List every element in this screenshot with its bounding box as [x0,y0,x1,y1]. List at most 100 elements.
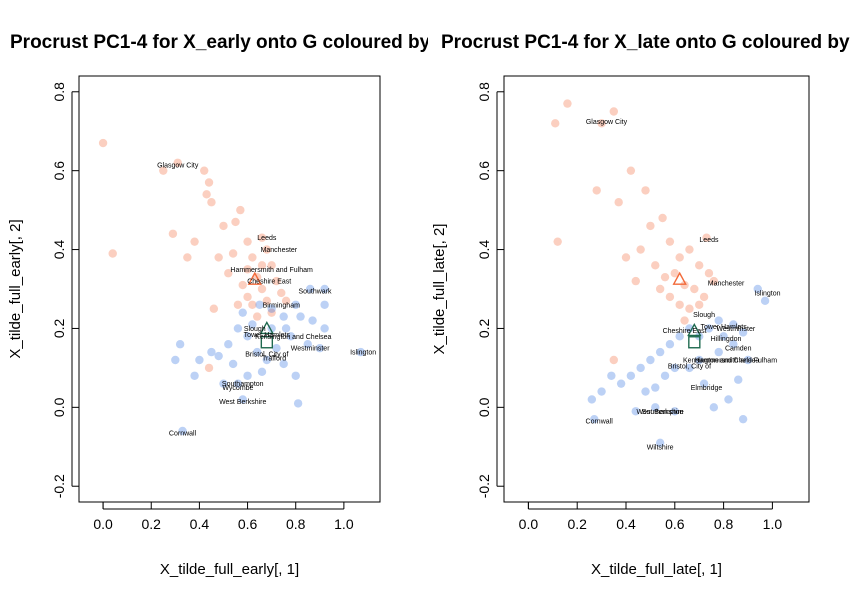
data-point [257,233,267,242]
data-point [702,233,711,242]
data-point [200,166,209,175]
data-point [729,340,738,349]
data-point [202,190,211,199]
data-point [699,292,709,302]
data-point [695,261,704,270]
data-point [224,340,233,349]
data-point [238,395,247,404]
point-label: Slough [693,312,715,319]
data-point [743,355,753,365]
data-point [178,426,187,436]
data-point [685,363,694,373]
data-point [738,414,748,424]
y-tick-label: 0.2 [51,319,67,339]
data-point [680,280,689,290]
data-point [631,276,640,286]
data-point [729,320,738,329]
data-point [243,237,252,246]
point-label: Cheshire East [663,328,707,335]
data-point [646,355,655,365]
data-point [614,198,623,207]
point-label: Hammersmith and Fulham [230,267,313,274]
data-point [204,178,214,187]
data-point [563,99,572,108]
point-label: Hillingdon [711,336,742,343]
data-point [597,387,606,396]
data-point [238,308,247,317]
data-point [303,340,312,349]
data-point [753,284,762,294]
data-point [228,249,238,258]
point-label: Manchester [261,247,298,254]
data-point [675,300,684,309]
data-point [175,340,185,349]
point-label: Manchester [708,281,745,288]
y-tick-label: -0.2 [51,474,67,498]
data-point [320,324,329,333]
point-label: Kensington and Chelsea [255,334,331,341]
points-layer [551,99,770,448]
point-label: Birmingham [263,302,301,309]
x-tick-label: 0.2 [567,516,587,532]
data-point [277,288,286,298]
y-tick-label: 0.8 [476,82,492,102]
data-point [592,186,601,195]
data-point [685,304,694,313]
y-tick-label: 0.4 [476,240,492,260]
data-point [281,324,291,333]
data-point [248,320,257,329]
right-scatter-panel: Procrust PC1-4 for X_late onto G coloure… [431,32,850,578]
x-tick-label: 0.4 [190,516,210,532]
data-point [207,198,216,207]
data-point [168,229,178,238]
y-axis-label: X_tilde_full_early[, 2] [7,219,24,358]
data-point [690,284,699,294]
data-point [243,371,252,380]
data-point [214,253,223,262]
x-tick-label: 0.0 [93,516,113,532]
data-point [243,332,252,341]
x-tick-label: 0.0 [519,516,539,532]
data-point [641,387,650,396]
data-point [257,284,267,294]
data-point [262,245,272,254]
x-tick-label: 0.2 [142,516,162,532]
data-point [209,304,219,313]
data-point [651,403,660,412]
data-point [590,414,599,424]
data-point [286,332,296,341]
data-point [616,379,626,388]
y-tick-label: 0.0 [51,397,67,417]
data-point [641,186,650,195]
data-point [636,245,645,254]
data-point [252,312,262,321]
chart-title: Procrust PC1-4 for X_late onto G coloure… [441,32,850,53]
point-label: West Berkshire [219,399,266,406]
plot-frame [78,75,381,503]
data-point [695,300,704,309]
data-point [626,371,636,380]
data-point [734,375,743,384]
triangle-marker [672,271,687,285]
x-tick-label: 0.6 [665,516,685,532]
data-point [551,119,560,128]
data-point [315,343,324,353]
point-label: Cheshire East [247,279,291,286]
data-point [699,379,709,388]
point-label: Tower Hamlets [244,332,291,339]
data-point [159,166,168,175]
x-tick-label: 0.8 [286,516,306,532]
point-label: Southampton [222,381,264,388]
x-tick-label: 0.6 [238,516,258,532]
triangle-marker [259,320,275,335]
data-point [658,213,667,223]
data-point [272,343,281,353]
data-point [655,284,665,294]
point-label: Bristol, City of [245,352,288,359]
data-point [704,324,714,333]
data-point [291,371,300,380]
data-point [171,355,180,365]
point-label: Hammersmith and Fulham [695,358,778,365]
data-point [646,221,655,231]
